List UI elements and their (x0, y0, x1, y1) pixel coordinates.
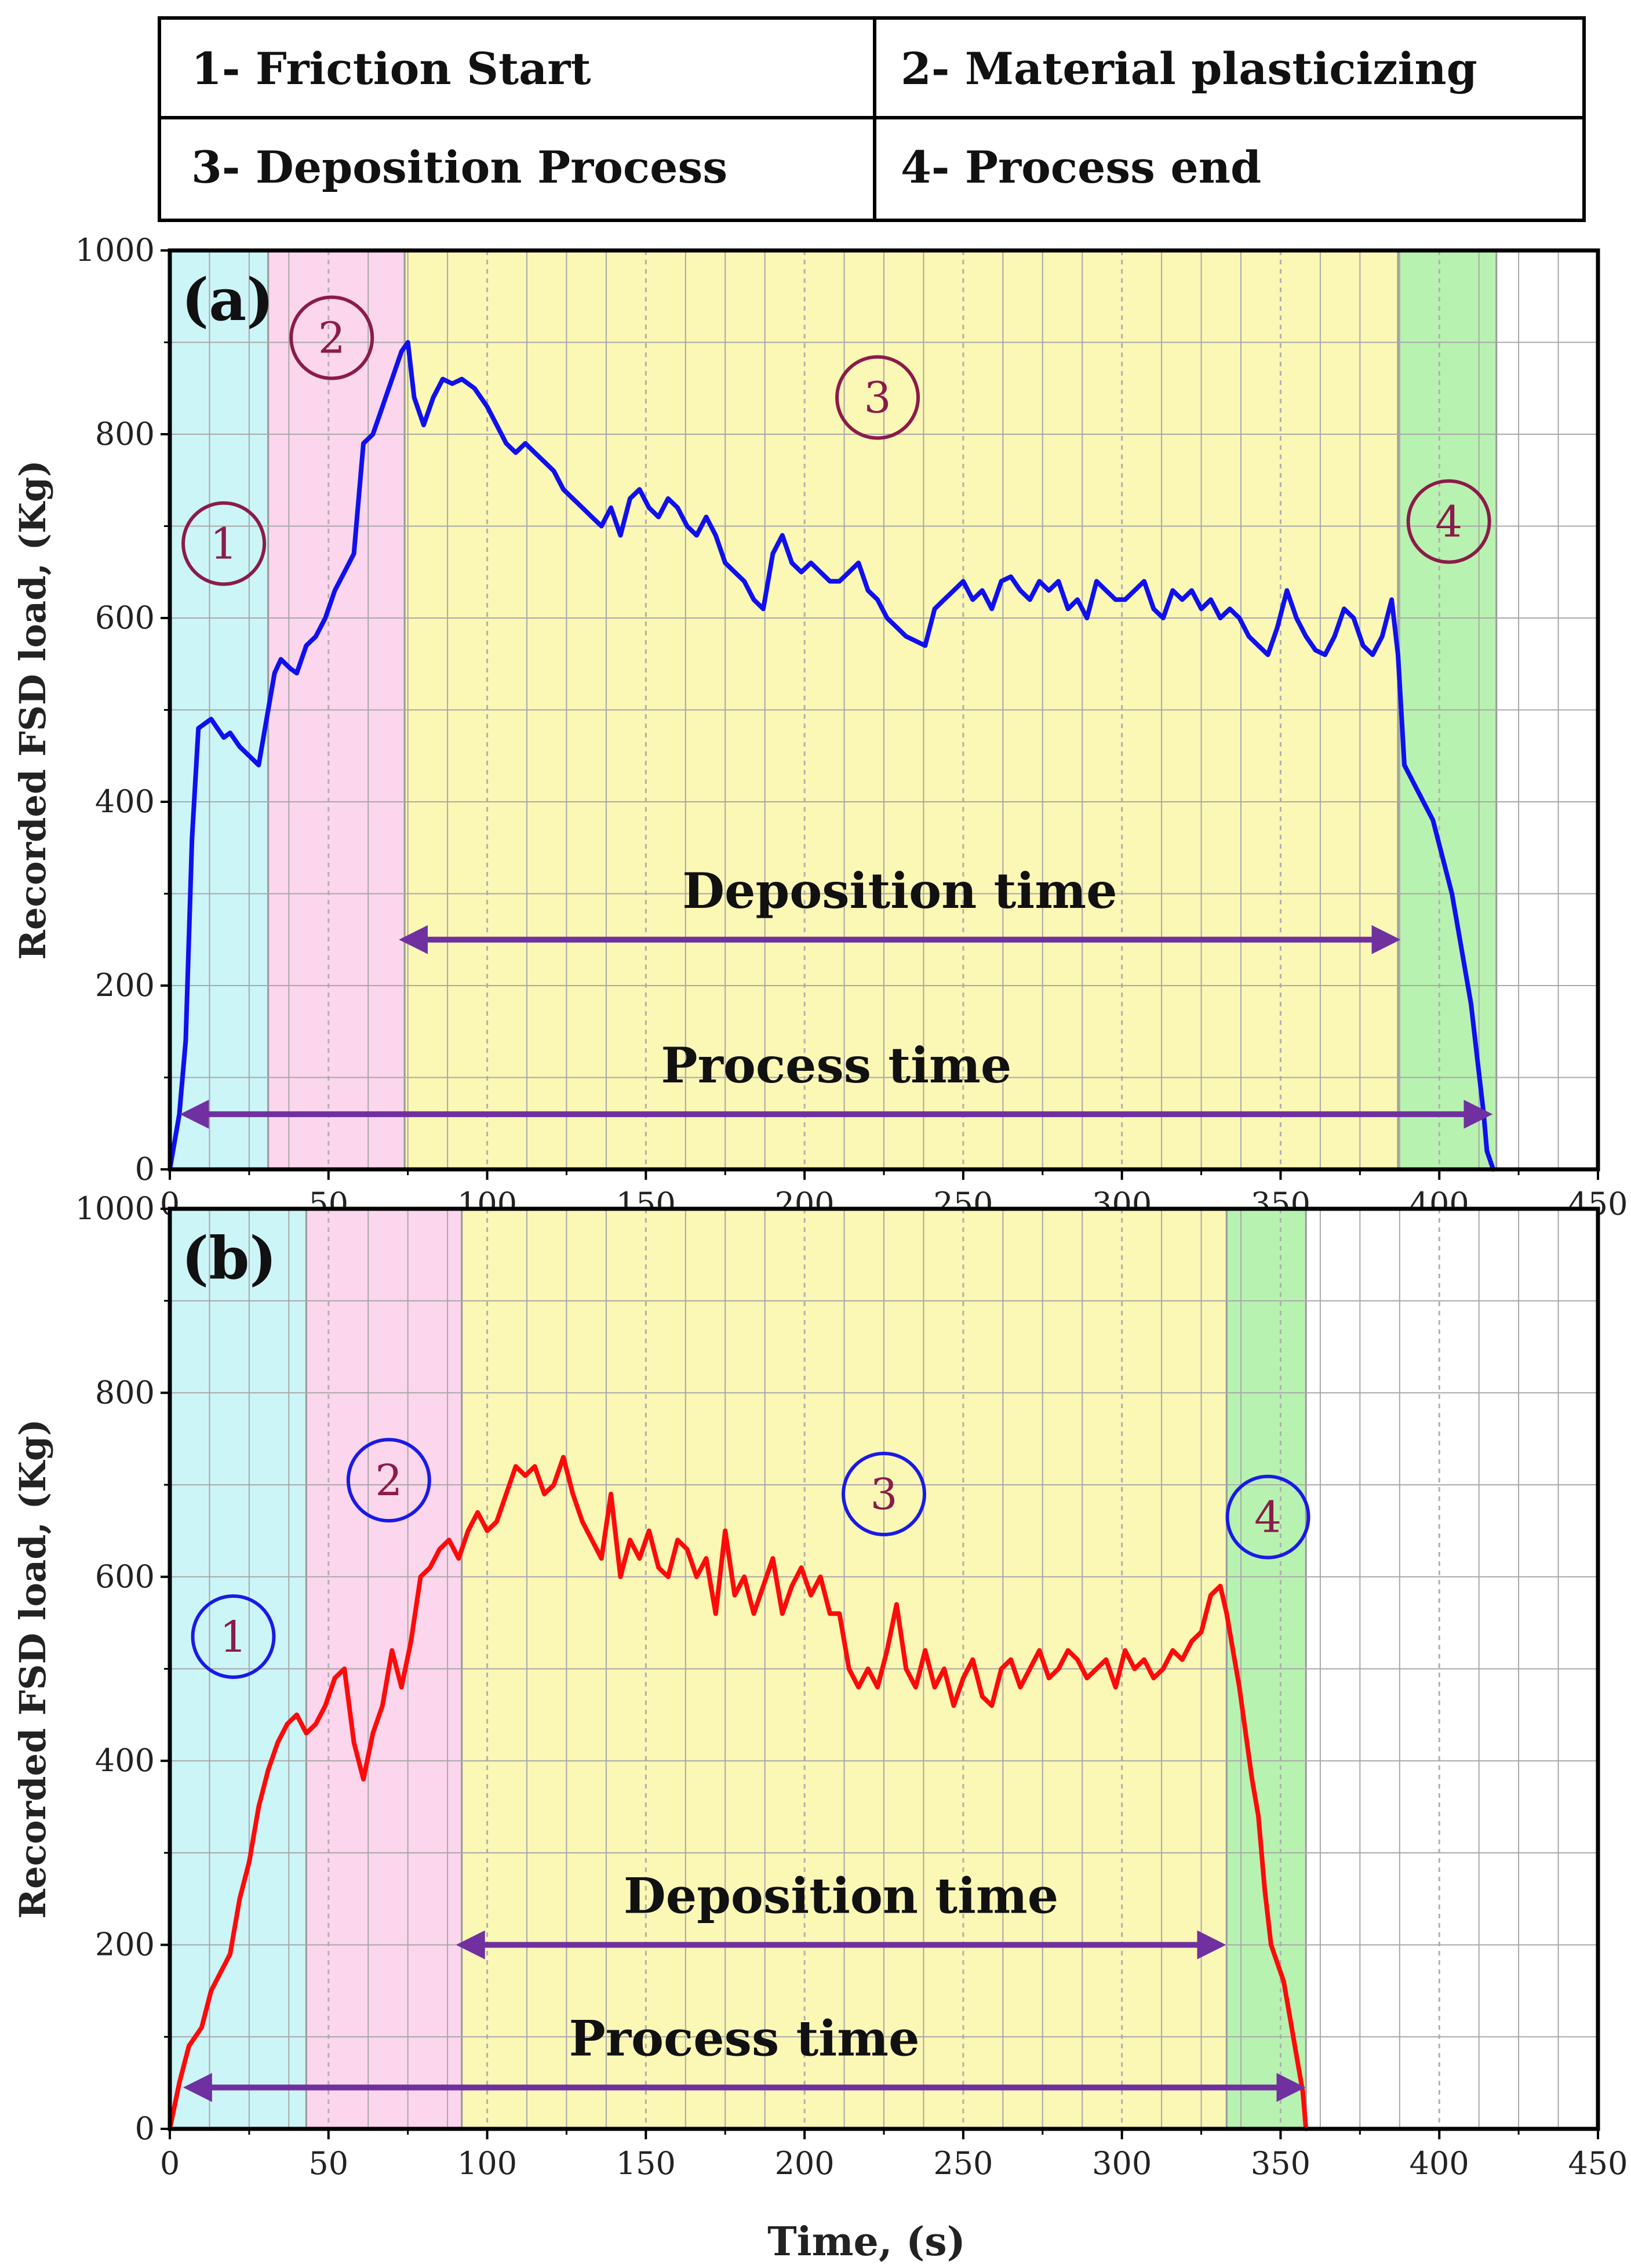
x-tick-label: 250 (933, 2145, 993, 2182)
y-tick-label: 200 (95, 1927, 155, 1963)
panel-b: Deposition time Process time 1 2 3 4 (b) 0 200 40… (12, 1190, 1628, 2182)
y-tick-label: 600 (95, 599, 155, 636)
y-axis-label: Recorded FSD load, (Kg) (12, 460, 54, 959)
x-tick-label: 300 (1092, 2145, 1152, 2182)
stage-marker-label-1: 1 (210, 519, 238, 569)
stage-marker-label-2: 2 (375, 1456, 402, 1506)
stage-marker-circle-4 (1225, 1474, 1310, 1560)
stage-marker-circle-2 (346, 1438, 431, 1523)
process-time-label: Process time (661, 1037, 1011, 1094)
panel-label: (a) (181, 266, 274, 334)
y-tick-label: 600 (95, 1558, 155, 1595)
y-tick-label: 800 (95, 1374, 155, 1411)
legend-cell-material-plasticizing: 2- Material plasticizing (901, 43, 1477, 94)
legend-cell-deposition-process: 3- Deposition Process (191, 141, 728, 193)
stage-marker-circle-3 (835, 355, 920, 440)
y-tick-label: 200 (95, 967, 155, 1004)
legend-cell-friction-start: 1- Friction Start (191, 43, 591, 94)
y-tick-label: 1000 (75, 1190, 155, 1227)
stage-marker-label-3: 3 (870, 1470, 897, 1520)
stage-marker-circle-3 (842, 1451, 926, 1536)
x-tick-label: 50 (308, 2145, 348, 2182)
y-tick-label: 0 (135, 1151, 155, 1187)
stage-marker-circle-2 (289, 295, 374, 380)
x-tick-label: 150 (616, 2145, 676, 2182)
stage-marker-circle-4 (1406, 479, 1491, 564)
panel-label: (b) (181, 1224, 277, 1292)
stage-marker-label-1: 1 (220, 1612, 247, 1662)
process-time-label: Process time (569, 2010, 920, 2067)
stage-marker-circle-1 (181, 501, 267, 586)
stage-marker-circle-1 (191, 1594, 276, 1679)
data-series-line (168, 1455, 1309, 2131)
stage-marker-label-4: 4 (1435, 497, 1462, 547)
x-tick-label: 400 (1410, 2145, 1469, 2182)
y-axis-label: Recorded FSD load, (Kg) (12, 1419, 54, 1918)
stage-marker-label-3: 3 (864, 373, 891, 423)
y-tick-label: 400 (95, 783, 155, 820)
y-tick-label: 800 (95, 416, 155, 452)
data-series-line (168, 340, 1496, 1172)
stage-marker-label-2: 2 (318, 314, 345, 364)
x-axis-label: Time, (s) (767, 2219, 966, 2265)
x-tick-label: 450 (1568, 2145, 1628, 2182)
panel-a: Deposition time Process time 1 2 3 4 (a) 0 200 40… (12, 232, 1628, 1222)
deposition-time-label: Deposition time (624, 1867, 1058, 1925)
x-tick-label: 200 (775, 2145, 835, 2182)
table-divider-horizontal (161, 116, 1582, 119)
deposition-time-label: Deposition time (682, 862, 1117, 919)
y-tick-label: 0 (135, 2110, 155, 2147)
y-tick-label: 1000 (75, 232, 155, 268)
x-tick-label: 100 (457, 2145, 517, 2182)
x-tick-label: 350 (1251, 2145, 1310, 2182)
stage-marker-label-4: 4 (1254, 1493, 1282, 1543)
y-tick-label: 400 (95, 1742, 155, 1779)
x-tick-label: 0 (160, 2145, 180, 2182)
stage-legend-table: 1- Friction Start 2- Material plasticizi… (158, 16, 1586, 222)
legend-cell-process-end: 4- Process end (901, 141, 1262, 193)
